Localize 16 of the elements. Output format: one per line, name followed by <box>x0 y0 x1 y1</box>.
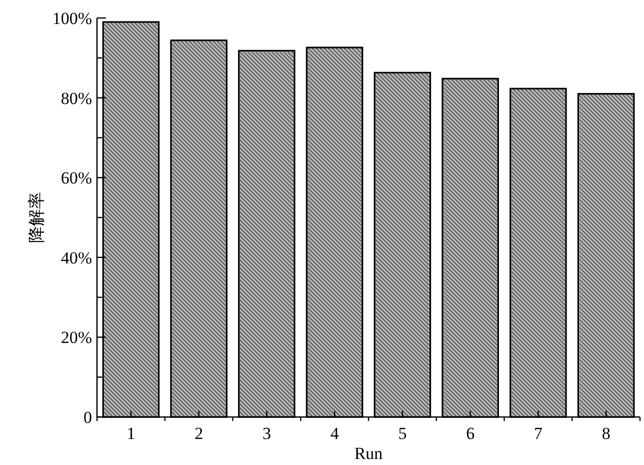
y-tick-label: 80% <box>60 88 92 108</box>
x-tick-label: 6 <box>466 424 475 443</box>
x-tick-label: 5 <box>398 424 407 443</box>
x-tick-label: 7 <box>534 424 543 443</box>
y-tick-label: 0 <box>84 408 92 427</box>
x-tick-label: 8 <box>602 424 610 443</box>
x-tick-label: 2 <box>194 424 204 443</box>
y-tick-label: 40% <box>60 248 92 268</box>
y-tick-label: 20% <box>60 328 92 348</box>
x-tick-label: 3 <box>262 424 271 443</box>
y-tick-label: 100% <box>52 9 92 28</box>
x-axis-title: Run <box>354 444 384 463</box>
x-tick-label: 1 <box>126 424 136 443</box>
y-axis-title: 降解率 <box>27 192 47 243</box>
x-tick-label: 4 <box>330 424 340 443</box>
y-tick-label: 60% <box>60 168 92 188</box>
